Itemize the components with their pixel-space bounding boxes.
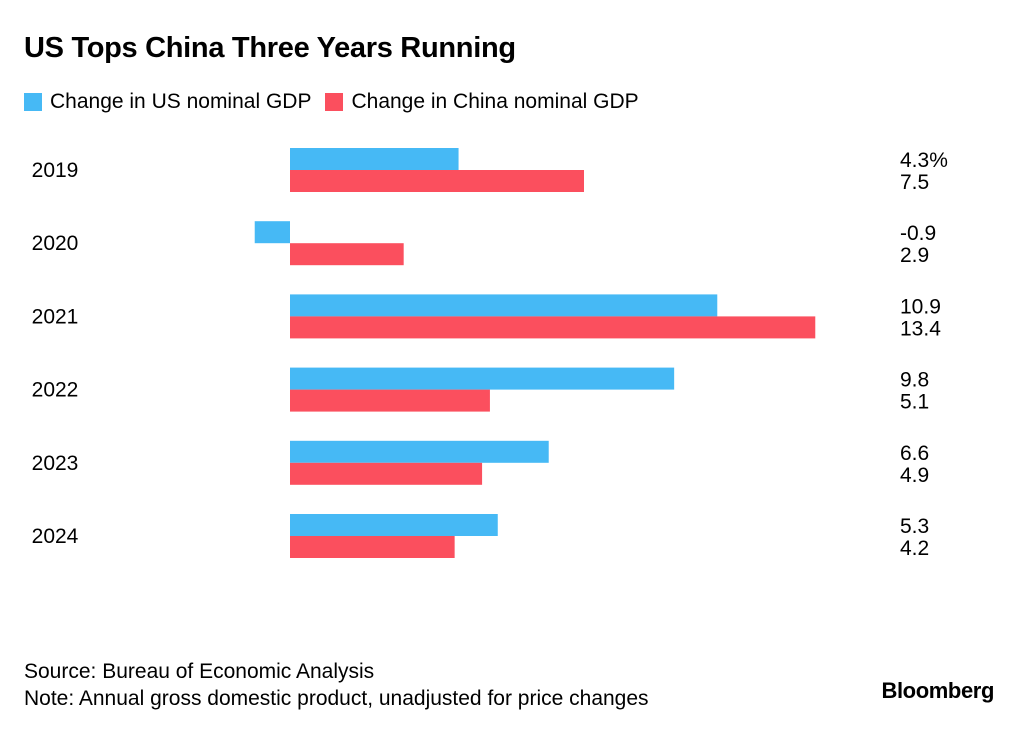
us-bar-2023 — [290, 440, 549, 463]
footer: Source: Bureau of Economic Analysis Note… — [24, 658, 649, 712]
us-value-label-2019: 4.3% — [900, 149, 948, 172]
china-bar-2024 — [290, 536, 455, 558]
us-value-label-2023: 6.6 — [900, 442, 929, 465]
china-value-label-2021: 13.4 — [900, 317, 941, 340]
year-label-2019: 2019 — [32, 159, 79, 182]
year-label-2024: 2024 — [32, 525, 79, 548]
legend: Change in US nominal GDP Change in China… — [24, 88, 653, 116]
footnote: Note: Annual gross domestic product, una… — [24, 687, 649, 710]
us-bar-2021 — [290, 294, 718, 317]
legend-item-china: Change in China nominal GDP — [325, 90, 639, 114]
year-label-2022: 2022 — [32, 379, 79, 402]
us-bar-2022 — [290, 367, 675, 390]
us-value-label-2024: 5.3 — [900, 515, 929, 538]
source-note: Source: Bureau of Economic Analysis — [24, 660, 375, 683]
bloomberg-logo: Bloomberg — [881, 678, 994, 703]
china-value-label-2020: 2.9 — [900, 244, 929, 267]
china-bar-2020 — [290, 243, 404, 266]
year-label-2023: 2023 — [32, 452, 79, 475]
year-label-2020: 2020 — [32, 232, 79, 255]
legend-label-us: Change in US nominal GDP — [50, 90, 312, 113]
china-bar-2022 — [290, 389, 490, 412]
legend-swatch-us — [24, 93, 42, 111]
china-value-label-2024: 4.2 — [900, 537, 929, 560]
us-bar-2020 — [254, 221, 290, 244]
year-label-2021: 2021 — [32, 305, 79, 328]
us-value-label-2021: 10.9 — [900, 295, 941, 318]
bar-chart: 2019 4.3%7.5 2020 -0.92.9 2021 10.913.4 2022 9.… — [32, 148, 948, 560]
china-value-label-2022: 5.1 — [900, 391, 929, 414]
legend-item-us: Change in US nominal GDP — [24, 90, 311, 114]
legend-label-china: Change in China nominal GDP — [351, 90, 639, 113]
china-value-label-2019: 7.5 — [900, 171, 929, 194]
us-bar-2024 — [290, 514, 498, 536]
china-value-label-2023: 4.9 — [900, 464, 929, 487]
us-bar-2019 — [290, 148, 459, 170]
china-bar-2021 — [290, 316, 816, 339]
china-bar-2023 — [290, 462, 483, 485]
legend-swatch-china — [325, 93, 344, 111]
chart-title: US Tops China Three Years Running — [24, 32, 516, 64]
us-value-label-2022: 9.8 — [900, 369, 929, 392]
us-value-label-2020: -0.9 — [900, 222, 936, 245]
china-bar-2019 — [290, 170, 584, 192]
